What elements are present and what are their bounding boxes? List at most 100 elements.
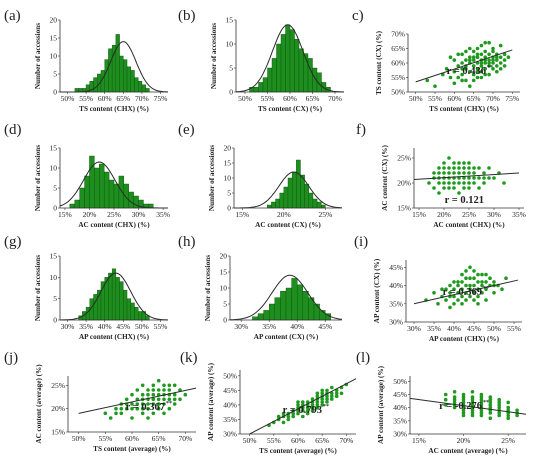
scatter-point xyxy=(470,390,475,394)
x-axis-label: AC content (CHX) (%) xyxy=(78,221,150,229)
scatter-point xyxy=(442,161,446,165)
y-tick-label: 10 xyxy=(220,284,228,293)
scatter-point xyxy=(484,298,488,302)
scatter-point xyxy=(460,272,464,277)
scatter-point xyxy=(483,72,488,77)
bar xyxy=(297,284,304,321)
correlation-label: r = 0.367 xyxy=(126,402,165,413)
bar xyxy=(138,80,143,93)
scatter-point xyxy=(468,276,472,281)
x-tick-label: 65% xyxy=(306,94,320,103)
scatter-point xyxy=(146,388,150,392)
scatter-point xyxy=(488,405,493,410)
scatter-point xyxy=(483,67,488,71)
bar xyxy=(263,310,270,321)
scatter-point xyxy=(467,161,471,165)
regression-line xyxy=(249,378,357,435)
scatter-point xyxy=(480,283,484,288)
y-tick-label: 70% xyxy=(391,30,405,39)
bar xyxy=(141,84,146,93)
scatter-point xyxy=(452,69,457,74)
bar xyxy=(145,88,150,93)
scatter-point xyxy=(462,186,466,190)
scatter-point xyxy=(476,272,480,277)
y-tick-label: 10 xyxy=(226,40,234,49)
scatter-point xyxy=(452,186,456,190)
scatter-point xyxy=(151,392,156,397)
scatter-point xyxy=(146,402,150,406)
y-tick-label: 30% xyxy=(223,430,237,439)
scatter-point xyxy=(491,58,495,62)
x-axis-label: AC content (CHX) (%) xyxy=(433,221,505,229)
panel-l: (l) r = -0.276 ** 15% 20% 25% 30% 35% 40% 45% 50% A… xyxy=(356,350,527,455)
x-tick-label: 40% xyxy=(98,322,112,331)
scatter-point xyxy=(497,411,502,415)
y-axis-label: Number of accessions xyxy=(34,23,42,89)
scatter-point xyxy=(456,280,460,284)
scatter-point xyxy=(476,280,480,284)
scatter-point xyxy=(487,64,491,68)
scatter-point xyxy=(457,171,461,175)
scatter-point xyxy=(488,400,493,405)
panel-label: (e) xyxy=(178,122,195,138)
scatter-point xyxy=(468,294,472,299)
scatter-point xyxy=(472,276,476,281)
bar xyxy=(267,204,272,209)
scatter-point xyxy=(477,176,481,180)
scatter-point xyxy=(497,400,502,405)
panel-label: (i) xyxy=(354,234,368,250)
panel-label: (a) xyxy=(4,8,21,24)
scatter-point xyxy=(479,64,484,68)
scatter-point xyxy=(432,291,436,295)
y-tick-label: 15 xyxy=(50,34,58,43)
scatter-point xyxy=(471,58,476,62)
scatter-point xyxy=(480,272,484,277)
correlation-label: r = 0.793 xyxy=(283,405,322,416)
x-tick-label: 20% xyxy=(457,436,471,445)
x-tick-label: 50% xyxy=(243,436,257,445)
scatter-point xyxy=(325,397,329,401)
scatter-point xyxy=(471,64,476,68)
scatter-point xyxy=(479,52,484,57)
scatter-point xyxy=(124,406,129,411)
scatter-point xyxy=(479,411,484,415)
scatter-point xyxy=(310,403,315,407)
bar xyxy=(74,199,80,209)
scatter-point xyxy=(460,67,464,71)
bar xyxy=(89,155,95,209)
scatter-point xyxy=(464,67,468,71)
scatter-point xyxy=(456,298,460,302)
bar xyxy=(271,201,276,209)
bar xyxy=(84,175,90,209)
significance-mark: ** xyxy=(487,65,493,71)
significance-mark: ** xyxy=(323,404,329,410)
bar xyxy=(321,204,326,209)
y-axis-label: Number of accessions xyxy=(210,23,218,89)
scatter-point xyxy=(471,72,476,77)
scatter-point xyxy=(460,52,464,57)
x-tick-label: 55% xyxy=(428,94,442,103)
x-tick-label: 25% xyxy=(107,210,121,219)
bar xyxy=(252,316,259,321)
scatter-point xyxy=(491,49,495,54)
y-tick-label: 40% xyxy=(223,400,237,409)
x-tick-label: 55% xyxy=(98,434,112,443)
x-tick-label: 50% xyxy=(487,324,501,333)
scatter-point xyxy=(472,298,476,302)
scatter-point xyxy=(461,411,466,415)
x-tick-label: 60% xyxy=(125,434,139,443)
x-axis-label: TS content (CX) (%) xyxy=(258,105,323,113)
bar xyxy=(123,59,128,93)
bar xyxy=(283,186,289,209)
scatter-point xyxy=(502,52,507,57)
scatter-point xyxy=(305,408,310,413)
x-tick-label: 20% xyxy=(277,210,291,219)
x-axis-label: TS content (CHX) (%) xyxy=(429,105,499,113)
y-tick-label: 0 xyxy=(223,316,227,325)
bar xyxy=(271,58,277,93)
scatter-point xyxy=(475,55,480,59)
panel-e: (e) 15% 20% 25% 0 5 10 15 20 AC content (CX) (%) N… xyxy=(178,122,343,229)
scatter-point xyxy=(315,403,320,407)
x-axis-label: AC content (CX) (%) xyxy=(255,221,321,229)
scatter-point xyxy=(130,392,134,397)
